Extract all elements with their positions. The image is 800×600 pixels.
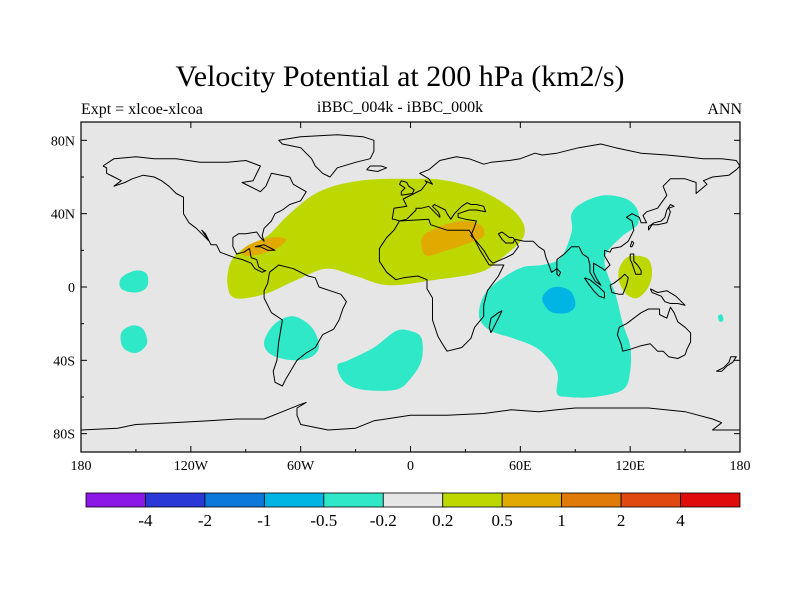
colorbar-swatch <box>85 492 146 508</box>
taiwan-coast <box>629 240 635 248</box>
colorbar-label: -4 <box>138 511 153 530</box>
japan-coast <box>648 204 675 231</box>
colorbar-swatch <box>442 492 503 508</box>
madagascar-coast <box>488 310 503 334</box>
x-tick-label: 180 <box>71 459 92 474</box>
subtitle-label: iBBC_004k - iBBC_000k <box>316 99 484 116</box>
north-america-coast <box>102 156 307 273</box>
plot-title: Velocity Potential at 200 hPa (km2/s) <box>175 60 625 93</box>
colorbar-swatch <box>145 492 206 508</box>
x-tick-label: 120W <box>174 459 209 474</box>
map-panel: 180 120W 60W 0 60E 120E 180 80N 40N 0 40S 80S <box>51 121 751 474</box>
colorbar-label: 2 <box>617 511 626 530</box>
colorbar-swatch <box>382 492 444 508</box>
colorbar-label: 1 <box>557 511 566 530</box>
south-america-coast <box>263 264 347 387</box>
colorbar-label: 0.2 <box>432 511 453 530</box>
colorbar-swatch <box>323 492 384 508</box>
negative-anomaly-central-pacific <box>119 270 149 293</box>
colorbar-label: 0.5 <box>492 511 513 530</box>
negative-anomaly-east-australia <box>717 314 724 322</box>
colorbar-swatch <box>501 492 563 508</box>
philippines-coast <box>629 253 642 275</box>
colorbar-swatch <box>204 492 265 508</box>
positive-anomaly-caribbean <box>241 237 287 256</box>
negative-anomaly-south-atlantic <box>337 329 423 391</box>
borneo-coast <box>609 273 629 295</box>
y-tick-label: 80S <box>53 428 75 443</box>
negative-anomaly-southeast-pacific <box>120 325 148 354</box>
negative-anomaly-indian-ocean-core <box>542 286 576 314</box>
colorbar-swatch <box>680 492 741 508</box>
australia-coast <box>616 306 692 359</box>
new-zealand-coast <box>715 356 737 372</box>
y-tick-label: 80N <box>51 134 75 149</box>
antarctica-coast <box>81 402 740 431</box>
positive-anomaly-atlantic-africa <box>227 178 525 299</box>
positive-anomaly-indonesia <box>618 255 653 299</box>
experiment-label: Expt = xlcoe-xlcoa <box>81 101 203 118</box>
sri-lanka-coast <box>556 268 562 277</box>
colorbar-label: -0.5 <box>310 511 337 530</box>
colorbar-label: -0.2 <box>370 511 397 530</box>
colorbar-label: -2 <box>198 511 212 530</box>
x-tick-label: 60E <box>509 459 532 474</box>
colorbar-swatch <box>561 492 622 508</box>
cuba-coast <box>254 244 276 251</box>
greenland-coast <box>278 134 375 178</box>
season-label: ANN <box>707 101 742 118</box>
colorbar-label: 4 <box>676 511 685 530</box>
positive-anomaly-north-africa <box>421 220 485 256</box>
x-tick-label: 120E <box>615 459 645 474</box>
y-tick-label: 0 <box>68 281 75 296</box>
great-britain-coast <box>399 180 415 196</box>
y-tick-label: 40S <box>53 354 75 369</box>
sumatra-coast <box>583 277 605 299</box>
y-tick-label: 40N <box>51 208 75 223</box>
x-tick-label: 0 <box>407 459 414 474</box>
colorbar-swatch <box>263 492 325 508</box>
colorbar: -4 -2 -1 -0.5 -0.2 0.2 0.5 1 2 4 <box>85 492 741 530</box>
x-tick-label: 180 <box>730 459 751 474</box>
colorbar-swatch <box>620 492 681 508</box>
x-tick-label: 60W <box>287 459 315 474</box>
eurasia-coast <box>391 143 740 286</box>
colorbar-label: -1 <box>257 511 271 530</box>
new-guinea-coast <box>649 288 686 306</box>
iceland-coast <box>366 165 388 172</box>
